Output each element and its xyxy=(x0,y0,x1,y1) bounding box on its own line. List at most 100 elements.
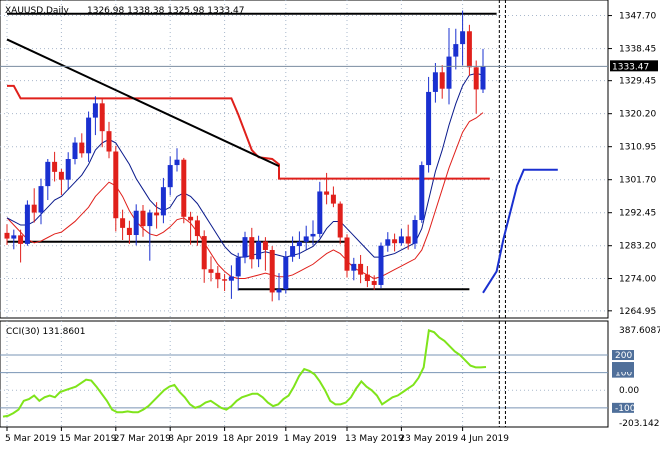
candle-up xyxy=(167,165,173,188)
trendline xyxy=(6,38,280,168)
candle-up xyxy=(290,246,296,257)
ma-slow-line xyxy=(6,112,484,280)
time-tick-label: 15 Mar 2019 xyxy=(59,434,116,444)
candle-down xyxy=(18,235,24,244)
candle-up xyxy=(453,44,459,57)
candle-down xyxy=(269,249,275,293)
price-tick-label: 1310.95 xyxy=(619,143,656,153)
candle-up xyxy=(426,91,432,166)
candle-down xyxy=(324,191,330,195)
candle-down xyxy=(330,194,336,204)
cci-pane xyxy=(0,320,609,428)
candles xyxy=(4,10,486,302)
cci-tick-label: -203.1423 xyxy=(619,419,660,429)
candle-up xyxy=(242,237,248,258)
candle-down xyxy=(120,218,126,228)
candle-down xyxy=(439,72,445,89)
cci-axis: 387.6087 200 100 0.00 -100 -203.1423 xyxy=(612,326,660,429)
candle-down xyxy=(249,237,255,260)
candle-up xyxy=(174,159,180,166)
candle-down xyxy=(201,236,207,270)
candle-up xyxy=(385,239,391,246)
candle-down xyxy=(473,67,479,90)
candle-up xyxy=(432,72,438,92)
time-tick-label: 23 May 2019 xyxy=(399,434,458,444)
cci-level-tag xyxy=(612,350,634,361)
candle-up xyxy=(398,236,404,244)
candle-up xyxy=(45,161,51,187)
cci-level-label: 200 xyxy=(615,351,632,361)
candle-up xyxy=(283,256,289,290)
candle-down xyxy=(58,171,64,180)
candle-up xyxy=(133,210,139,236)
candle-up xyxy=(256,241,262,260)
candle-up xyxy=(460,31,466,45)
price-tick-label: 1329.45 xyxy=(619,77,656,87)
candle-up xyxy=(92,103,98,118)
cci-level-tag xyxy=(612,402,634,413)
candle-down xyxy=(262,241,268,250)
current-price-label: 1333.47 xyxy=(612,62,649,72)
time-tick-label: 4 Jun 2019 xyxy=(461,434,510,444)
candle-up xyxy=(310,233,316,237)
candle-down xyxy=(126,227,132,236)
candle-up xyxy=(351,263,357,271)
price-axis: 1347.70 1338.45 1329.45 1320.20 1310.95 1301.… xyxy=(608,12,656,317)
candle-down xyxy=(194,220,200,237)
candle-down xyxy=(99,103,105,132)
cci-level-tag xyxy=(612,367,634,378)
price-tick-label: 1283.20 xyxy=(619,242,656,252)
candle-down xyxy=(113,151,119,219)
candle-up xyxy=(480,66,486,90)
candle-down xyxy=(358,263,364,275)
candle-down xyxy=(4,232,10,239)
cci-tick-label: 0.00 xyxy=(619,386,639,396)
candle-down xyxy=(106,131,112,152)
candle-up xyxy=(11,235,17,239)
candle-down xyxy=(154,212,160,216)
time-tick-label: 8 Apr 2019 xyxy=(168,434,218,444)
time-tick-label: 18 Apr 2019 xyxy=(223,434,279,444)
candle-up xyxy=(228,276,234,281)
candle-up xyxy=(419,165,425,221)
ohlc-label: 1326.98 1338.38 1325.98 1333.47 xyxy=(87,6,244,16)
candle-down xyxy=(188,216,194,221)
candle-up xyxy=(446,56,452,89)
candle-down xyxy=(344,237,350,271)
cci-event-dashed-lines xyxy=(498,321,506,427)
candle-up xyxy=(296,241,302,247)
candle-up xyxy=(235,257,241,277)
event-dashed-lines xyxy=(498,0,506,318)
current-price-tag: 1333.47 xyxy=(610,60,658,72)
candle-down xyxy=(52,161,58,172)
candle-up xyxy=(65,159,71,180)
candle-down xyxy=(222,279,228,281)
candle-down xyxy=(208,269,214,273)
candle-down xyxy=(364,274,370,282)
candle-up xyxy=(72,142,78,159)
cci-tick-label: 387.6087 xyxy=(619,326,660,336)
candle-down xyxy=(215,272,221,280)
candle-down xyxy=(371,281,377,285)
candle-down xyxy=(466,31,472,68)
candle-down xyxy=(31,204,37,213)
price-tick-label: 1338.45 xyxy=(619,45,656,55)
candle-down xyxy=(392,239,398,244)
price-pane xyxy=(0,0,609,319)
candle-down xyxy=(405,236,411,244)
candle-up xyxy=(38,186,44,213)
candle-up xyxy=(160,187,166,216)
candle-up xyxy=(378,245,384,285)
candle-up xyxy=(317,191,323,234)
price-tick-label: 1301.70 xyxy=(619,176,656,186)
time-tick-label: 13 May 2019 xyxy=(345,434,404,444)
price-tick-label: 1274.00 xyxy=(619,275,656,285)
candle-down xyxy=(79,142,85,154)
cci-title: CCI(30) 131.8601 xyxy=(6,327,86,337)
symbol-label: XAUUSD,Daily xyxy=(5,6,69,16)
price-tick-label: 1292.45 xyxy=(619,209,656,219)
price-tick-label: 1320.20 xyxy=(619,110,656,120)
candle-up xyxy=(86,117,92,154)
